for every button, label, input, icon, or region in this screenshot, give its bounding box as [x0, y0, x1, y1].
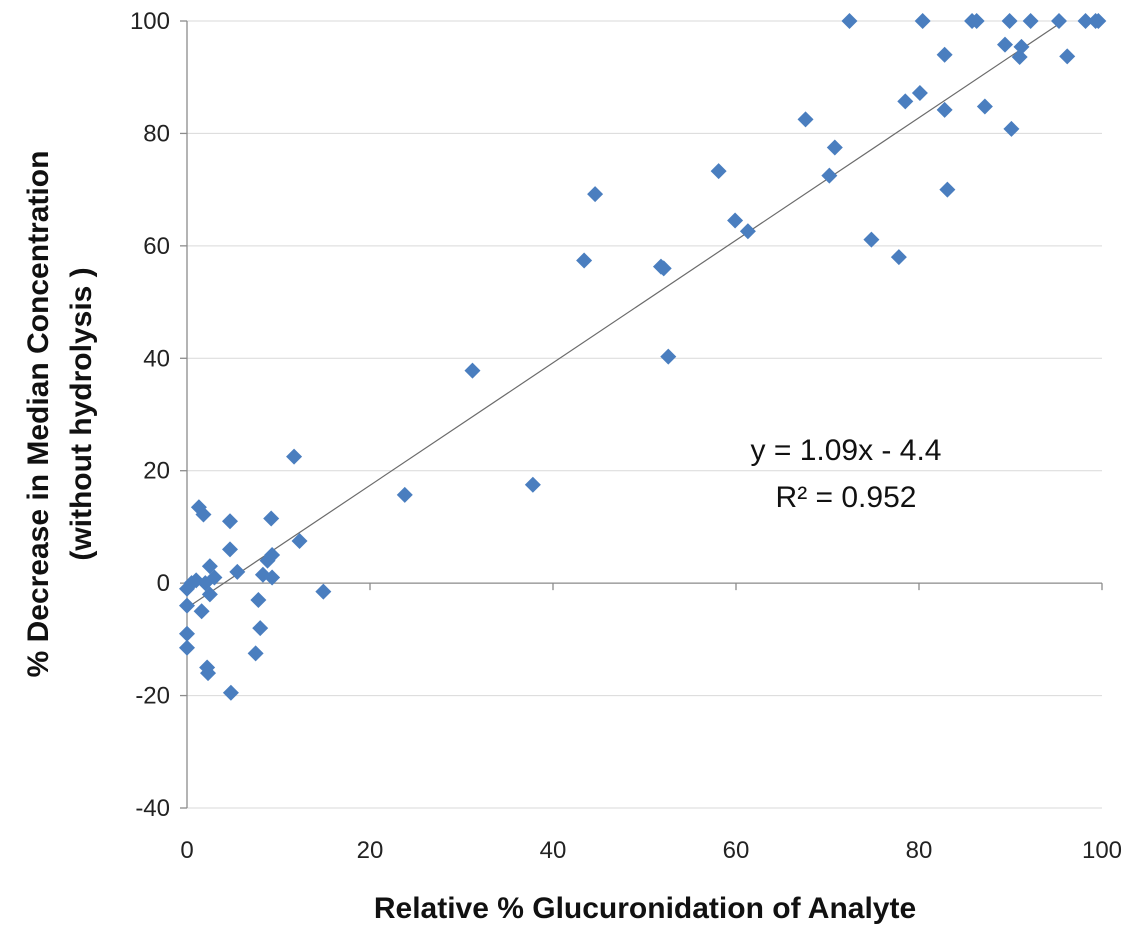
data-point: [660, 348, 677, 365]
data-point: [464, 362, 481, 379]
y-tick-label: -20: [135, 683, 170, 710]
data-point: [1011, 48, 1028, 65]
x-tick-label: 60: [723, 837, 750, 864]
data-point: [1090, 13, 1107, 29]
x-tick-label: 100: [1082, 837, 1122, 864]
y-tick-label: 40: [143, 345, 170, 372]
trendline-group: [186, 19, 1066, 609]
data-point: [1059, 48, 1076, 65]
data-point: [968, 13, 985, 29]
data-point: [1050, 13, 1067, 29]
r-squared-label: R² = 0.952: [776, 481, 917, 514]
data-point: [841, 13, 858, 29]
y-axis-title-line-2: (without hydrolysis ): [65, 267, 98, 560]
tick-labels: -40 -20 0 20 40 60 80 100 0 20 40 60 80 100: [130, 8, 1122, 864]
y-tick-label: 100: [130, 8, 170, 35]
data-point: [179, 597, 195, 614]
data-point: [897, 93, 914, 110]
data-point: [826, 139, 843, 156]
x-tick-label: 0: [180, 837, 193, 864]
data-point: [252, 620, 269, 637]
data-point: [193, 603, 210, 620]
data-point: [890, 249, 907, 266]
data-point: [396, 486, 413, 503]
data-point: [1001, 13, 1018, 29]
data-point: [524, 476, 541, 493]
data-point: [710, 163, 727, 180]
x-tick-label: 80: [906, 837, 933, 864]
data-point: [291, 532, 308, 549]
data-point: [200, 665, 217, 682]
data-point: [250, 592, 267, 609]
data-point: [179, 625, 195, 642]
trendline-equation: y = 1.09x - 4.4: [751, 434, 942, 467]
data-point: [739, 223, 756, 240]
axes: [180, 20, 1103, 809]
data-point: [936, 101, 953, 118]
gridlines: [187, 20, 1102, 809]
x-tick-label: 40: [540, 837, 567, 864]
data-point: [997, 36, 1014, 53]
data-point: [576, 252, 593, 269]
data-point: [264, 569, 281, 586]
data-point: [914, 13, 931, 29]
data-point: [655, 260, 672, 277]
y-axis-title-line-1: % Decrease in Median Concentration: [22, 151, 55, 678]
data-point: [939, 181, 956, 198]
x-tick-label: 20: [357, 837, 384, 864]
data-point: [190, 499, 207, 516]
data-point: [286, 448, 303, 465]
data-point: [863, 231, 880, 248]
trendline: [186, 19, 1066, 609]
x-axis-title: Relative % Glucuronidation of Analyte: [374, 892, 916, 925]
data-point: [247, 645, 264, 662]
data-point: [264, 547, 281, 564]
data-point: [222, 541, 239, 558]
data-point: [206, 569, 223, 586]
data-point: [1077, 13, 1094, 29]
y-axis-title: % Decrease in Median Concentration (with…: [22, 151, 98, 678]
data-point: [315, 583, 332, 600]
data-point: [179, 639, 195, 656]
y-tick-label: -40: [135, 795, 170, 822]
y-tick-label: 0: [157, 570, 170, 597]
y-tick-label: 60: [143, 233, 170, 260]
data-point: [201, 586, 218, 603]
data-point: [911, 84, 928, 101]
data-point: [195, 506, 212, 523]
data-point: [727, 212, 744, 229]
data-point: [1013, 38, 1030, 55]
data-point: [821, 167, 838, 184]
data-point: [1003, 120, 1020, 137]
data-point: [263, 510, 280, 527]
y-tick-label: 80: [143, 120, 170, 147]
data-point: [1022, 13, 1039, 29]
data-point: [797, 111, 814, 128]
data-point: [936, 46, 953, 63]
data-point: [222, 513, 239, 530]
data-point: [587, 186, 604, 203]
data-point: [229, 563, 246, 580]
data-points: [179, 13, 1107, 701]
y-tick-label: 20: [143, 458, 170, 485]
data-point: [222, 684, 239, 701]
data-point: [976, 98, 993, 115]
